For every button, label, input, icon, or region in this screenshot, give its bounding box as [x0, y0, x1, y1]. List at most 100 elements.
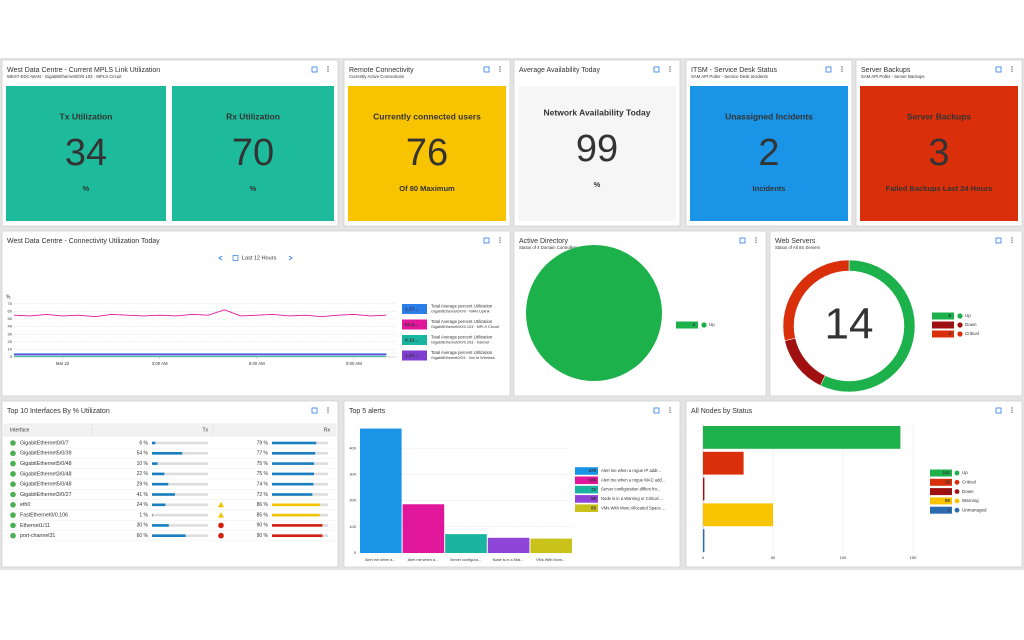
bar	[703, 451, 744, 475]
status-tile	[860, 86, 1018, 221]
bar-track	[152, 493, 208, 496]
legend-label: Up	[709, 322, 715, 327]
nav-prev[interactable]	[218, 255, 223, 261]
menu-dot	[327, 68, 329, 70]
tx-label: 60 %	[137, 533, 149, 539]
legend-swatch	[930, 506, 952, 514]
legend-value: 72	[591, 487, 597, 492]
menu-dot	[327, 70, 329, 73]
rx-bar	[272, 452, 316, 455]
menu-dot	[755, 237, 757, 239]
legend-value: 29	[945, 479, 951, 484]
node-icon	[10, 460, 16, 467]
expand-icon[interactable]	[311, 407, 318, 414]
tx-bar	[152, 441, 156, 445]
menu-dot	[669, 411, 671, 414]
y-tick-label: 60	[8, 308, 13, 313]
legend-value: 8	[948, 313, 951, 318]
tx-label: 24 %	[137, 502, 149, 508]
legend-detail: GigabitEthernet0/0/1 · link to Wireless	[431, 356, 495, 360]
bar-track	[152, 503, 208, 507]
bar-track	[152, 513, 208, 517]
calendar-icon	[232, 255, 239, 261]
legend-swatch	[402, 335, 427, 345]
x-tick-label: 100	[840, 555, 847, 560]
legend-swatch	[402, 304, 427, 314]
y-tick-label: 400	[349, 445, 356, 450]
y-tick-label: 50	[8, 316, 13, 321]
legend-swatch	[575, 504, 598, 512]
rx-label: 75 %	[257, 461, 269, 467]
x-tick-label: 6:00 AM	[249, 361, 265, 366]
expand-icon[interactable]	[483, 237, 490, 244]
expand-icon[interactable]	[995, 66, 1002, 73]
legend-label: Alert me when a rogue IP addr...	[601, 468, 661, 473]
legend-status-icon	[954, 507, 960, 513]
node-icon	[10, 532, 16, 539]
interface-name: port-channel31	[20, 533, 55, 539]
tile-label: Server Backups	[907, 111, 972, 121]
legend-value: 1.17...	[405, 306, 418, 312]
legend-label: Up	[965, 313, 971, 318]
expand-icon[interactable]	[825, 66, 832, 73]
expand-icon[interactable]	[653, 407, 660, 414]
rx-label: 86 %	[257, 502, 269, 508]
range-label: Last 12 Hours	[242, 255, 276, 261]
expand-icon[interactable]	[739, 237, 746, 244]
tile-note: %	[250, 184, 257, 193]
panel-subtitle: Status of 4 Domain Controllers	[519, 245, 578, 250]
interface-name: GigabitEthernet3/0/27	[20, 492, 72, 498]
legend-swatch	[402, 319, 427, 330]
expand-icon[interactable]	[995, 407, 1002, 414]
rx-label: 79 %	[257, 440, 269, 446]
rx-label: 75 %	[257, 471, 269, 477]
legend-label: Warning	[962, 498, 979, 503]
nav-next[interactable]	[288, 255, 293, 261]
node-icon	[10, 491, 16, 498]
panel-title: Web Servers	[775, 238, 816, 245]
tile-label: Rx Utilization	[226, 111, 280, 121]
node-icon	[10, 471, 16, 477]
menu-dot	[499, 241, 501, 244]
interface-name: GigabitEthernet5/0/48	[20, 482, 72, 488]
menu-dot	[1011, 70, 1013, 73]
y-tick-label: 0	[10, 354, 13, 359]
expand-icon[interactable]	[311, 66, 318, 73]
x-tick-label: Alert me when a...	[408, 558, 439, 562]
legend-swatch	[575, 467, 598, 475]
y-tick-label: 30	[8, 331, 13, 336]
bar	[360, 428, 402, 553]
expand-icon[interactable]	[653, 66, 660, 73]
menu-dot	[499, 68, 501, 70]
tile-label: Network Availability Today	[544, 107, 651, 117]
panel-title: Server Backups	[861, 67, 911, 74]
legend-status-icon	[957, 331, 963, 337]
legend-status-icon	[954, 470, 960, 476]
status-tile	[172, 86, 334, 221]
panel-title: West Data Centre - Current MPLS Link Uti…	[7, 67, 160, 74]
legend-name: Total Average percent Utilization	[431, 350, 493, 355]
panel-title: West Data Centre - Connectivity Utilizat…	[7, 238, 160, 245]
legend-swatch	[402, 350, 427, 361]
y-tick-label: 20	[8, 339, 13, 344]
y-tick-label: 300	[349, 471, 356, 476]
tx-label: 30 %	[137, 523, 149, 529]
panel-title: Top 5 alerts	[349, 408, 386, 415]
panel-title: Average Availability Today	[519, 67, 600, 74]
tx-bar	[152, 513, 153, 517]
status-tile	[690, 86, 848, 221]
panel-subtitle: Status of All IIS Servers	[775, 245, 820, 250]
tx-label: 29 %	[137, 482, 149, 488]
menu-dot	[841, 70, 843, 73]
rx-bar	[272, 534, 323, 537]
legend-detail: GigabitEthernet0/0/0.103 · MPLS Circuit	[431, 325, 500, 329]
interface-name: FastEthernet0/0.106	[20, 513, 68, 519]
legend-status-icon	[957, 313, 963, 319]
bar-track	[152, 472, 208, 476]
expand-icon[interactable]	[483, 66, 490, 73]
legend-swatch	[575, 476, 598, 485]
expand-icon[interactable]	[995, 237, 1002, 244]
warning-icon	[218, 501, 224, 508]
legend-label: Up	[962, 470, 968, 475]
critical-icon	[218, 532, 224, 539]
